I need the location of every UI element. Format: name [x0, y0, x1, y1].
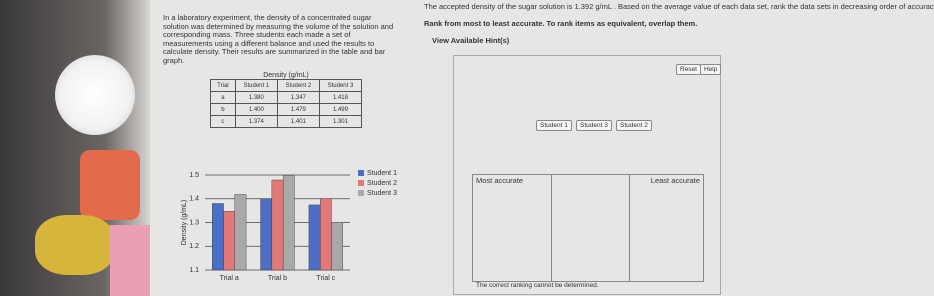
bar: [212, 203, 224, 271]
bar: [223, 211, 236, 271]
legend-label: Student 3: [367, 190, 397, 197]
x-tick-label: Trial a: [220, 275, 239, 282]
least-label: Least accurate: [650, 176, 700, 185]
object: [80, 150, 140, 220]
table-cell: 1.479: [276, 103, 320, 116]
table-caption: Density (g/mL): [263, 72, 309, 79]
header-cell: Trial: [210, 79, 236, 92]
table-cell: 1.347: [276, 91, 320, 104]
legend-label: Student 1: [367, 170, 397, 177]
header-cell: Student 3: [318, 79, 363, 92]
legend-swatch: [358, 180, 364, 186]
table-cell: 1.400: [234, 103, 278, 116]
rank-item[interactable]: Student 2: [616, 120, 652, 131]
bar: [260, 198, 273, 271]
bar: [282, 175, 295, 271]
table-row: a 1.380 1.347 1.418: [210, 91, 363, 104]
bar: [234, 194, 247, 271]
bar-chart: 1.1 1.2 1.3 1.4 1.5 Density (g/mL) Trial a Tria…: [181, 170, 397, 282]
most-label: Most accurate: [476, 176, 524, 185]
rank-item[interactable]: Student 1: [536, 120, 572, 131]
legend-swatch: [358, 190, 364, 196]
y-tick-label: 1.5: [189, 172, 199, 179]
bar: [331, 222, 343, 271]
help-button[interactable]: Help: [700, 64, 722, 75]
density-table: Trial Student 1 Student 2 Student 3 a 1.380 1.…: [210, 79, 363, 128]
y-tick-label: 1.1: [189, 267, 199, 274]
reset-button[interactable]: Reset: [676, 64, 701, 75]
table-cell: 1.418: [318, 91, 363, 104]
table-cell: c: [210, 115, 236, 128]
photo-background: [0, 0, 150, 296]
light-glare: [55, 55, 135, 135]
table-cell: 1.380: [234, 91, 278, 104]
x-tick-label: Trial c: [316, 275, 335, 282]
x-tick-label: Trial b: [268, 275, 287, 282]
y-tick-label: 1.2: [189, 243, 199, 250]
divider: [629, 175, 630, 281]
legend-label: Student 2: [367, 180, 397, 187]
table-row: b 1.400 1.479 1.499: [210, 103, 363, 116]
problem-text: In a laboratory experiment, the density …: [163, 13, 394, 65]
ranking-box: Most accurate Least accurate: [472, 174, 704, 282]
hint-link[interactable]: View Available Hint(s): [432, 36, 510, 45]
divider: [551, 175, 552, 281]
instruction: Rank from most to least accurate. To ran…: [424, 19, 698, 28]
table-cell: 1.374: [234, 115, 278, 128]
y-tick-label: 1.3: [189, 219, 199, 226]
table-cell: 1.401: [276, 115, 320, 128]
question: The accepted density of the sugar soluti…: [424, 2, 934, 11]
object: [110, 225, 150, 296]
legend-swatch: [358, 170, 364, 176]
bar: [271, 179, 284, 271]
table-cell: a: [210, 91, 236, 104]
table-row: c 1.374 1.401 1.301: [210, 115, 363, 128]
ranking-panel: Reset Help Student 1 Student 3 Student 2…: [453, 55, 722, 295]
y-tick-label: 1.4: [189, 196, 199, 203]
undetermined-option[interactable]: The correct ranking cannot be determined…: [476, 282, 599, 289]
table-header: Trial Student 1 Student 2 Student 3: [210, 79, 363, 92]
y-axis-label: Density (g/mL): [181, 200, 188, 246]
rank-item[interactable]: Student 3: [576, 120, 612, 131]
object: [35, 215, 115, 275]
header-cell: Student 2: [276, 79, 320, 92]
bar: [308, 204, 321, 271]
table-cell: 1.499: [318, 103, 363, 116]
table-cell: b: [210, 103, 236, 116]
bar: [319, 198, 332, 271]
header-cell: Student 1: [234, 79, 278, 92]
table-wrap: Density (g/mL) Trial Student 1 Student 2 St…: [210, 72, 363, 128]
table-cell: 1.301: [318, 115, 363, 128]
